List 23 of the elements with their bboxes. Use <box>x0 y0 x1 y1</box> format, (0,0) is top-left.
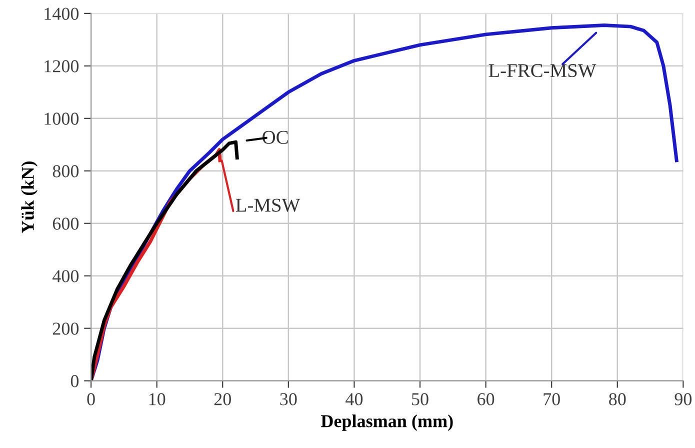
y-tick-label: 800 <box>52 165 79 178</box>
y-tick-label: 400 <box>52 270 79 282</box>
x-tick-label: 70 <box>544 393 560 406</box>
legend-label: OC <box>262 130 288 144</box>
text: L-MSW <box>236 198 300 212</box>
x-tick-label: 60 <box>478 393 494 406</box>
x-tick-label: 80 <box>609 393 626 406</box>
x-tick-label: 50 <box>412 393 428 406</box>
y-tick-label: 600 <box>52 218 79 230</box>
x-tick-label: 90 <box>674 393 692 406</box>
y-tick-label: 1200 <box>44 60 79 72</box>
series-label: L-FRC-MSW <box>488 64 596 78</box>
y-tick-label: 1400 <box>44 8 79 20</box>
x-tick-label: 40 <box>346 393 363 406</box>
y-axis-title: Yük (kN) <box>21 162 38 234</box>
x-tick-label: 20 <box>214 393 231 406</box>
x-tick-label: 10 <box>149 393 166 406</box>
y-tick-label: 1000 <box>44 112 79 125</box>
x-tick-label: 30 <box>280 393 297 406</box>
x-tick-label: 0 <box>87 393 95 406</box>
y-tick-label: 0 <box>70 375 79 388</box>
x-axis-title: Deplasman (mm) <box>320 414 453 431</box>
y-tick-label: 200 <box>52 322 79 335</box>
